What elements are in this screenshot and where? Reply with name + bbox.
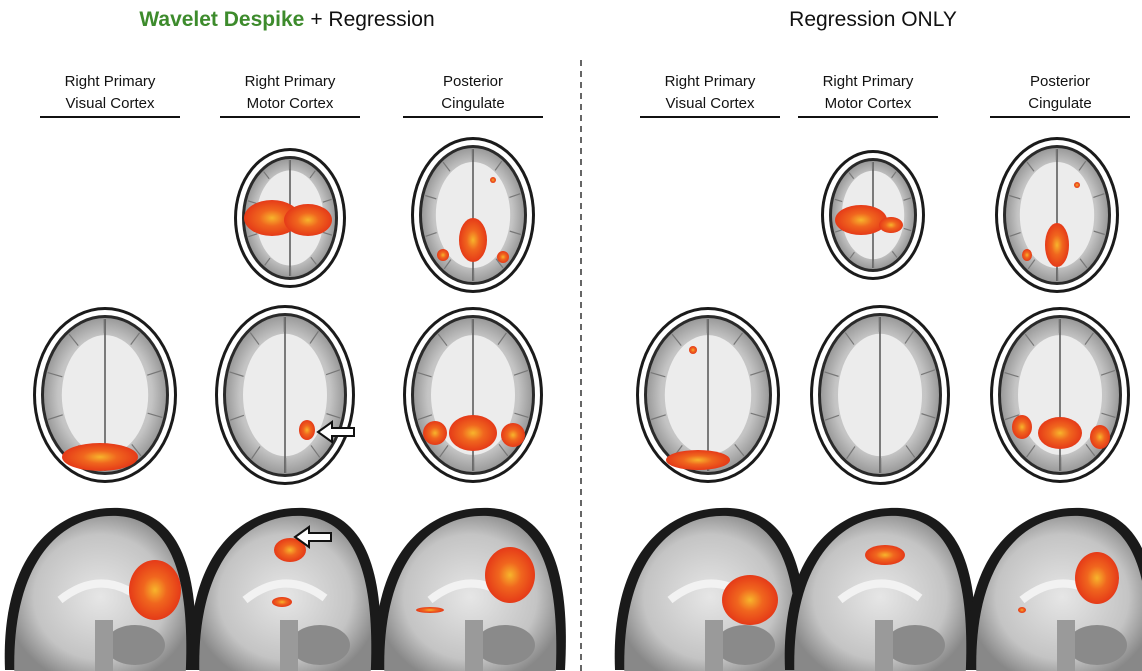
activation [459, 218, 487, 262]
activation [835, 205, 887, 235]
activation [1012, 415, 1032, 439]
column-label: Right Primary [665, 73, 756, 90]
sagittal-brain [967, 508, 1142, 671]
activation [1045, 223, 1069, 267]
panel-title: Wavelet Despike + Regression [139, 8, 434, 31]
activation [1038, 417, 1082, 449]
column-label: Right Primary [823, 73, 914, 90]
activation [497, 251, 509, 263]
axial-brain [411, 137, 535, 293]
activation [1018, 607, 1026, 613]
sagittal-brain [615, 508, 806, 671]
activation [129, 560, 181, 620]
column-label: Posterior [443, 73, 503, 90]
sagittal-brain [785, 508, 976, 671]
axial-brain [810, 305, 950, 485]
activation [722, 575, 778, 625]
cerebellum [475, 625, 535, 665]
sagittal-brain [190, 508, 381, 671]
cerebellum [1067, 625, 1127, 665]
sagittal-brain [5, 508, 196, 671]
activation [501, 423, 525, 447]
activation [879, 217, 903, 233]
brainstem [95, 620, 113, 671]
activation [689, 346, 697, 354]
cerebellum [290, 625, 350, 665]
axial-brain [636, 307, 780, 483]
column-label: Right Primary [245, 73, 336, 90]
activation [1075, 552, 1119, 604]
column-label: Motor Cortex [247, 95, 334, 112]
column-label: Visual Cortex [666, 95, 755, 112]
cerebellum [105, 625, 165, 665]
brainstem [465, 620, 483, 671]
activation [490, 177, 496, 183]
cerebellum [885, 625, 945, 665]
column-label: Posterior [1030, 73, 1090, 90]
panel-title: Regression ONLY [789, 8, 957, 31]
column-label: Cingulate [441, 95, 504, 112]
title-highlight: Wavelet Despike [139, 8, 304, 31]
column-label: Visual Cortex [66, 95, 155, 112]
activation [272, 597, 292, 607]
activation [1090, 425, 1110, 449]
column-label: Motor Cortex [825, 95, 912, 112]
axial-brain [234, 148, 346, 288]
activation [1022, 249, 1032, 261]
figure: Wavelet Despike + Regression Regression O… [0, 0, 1142, 671]
activation [437, 249, 449, 261]
brain-images [5, 137, 1142, 671]
brainstem [705, 620, 723, 671]
sagittal-brain [375, 508, 566, 671]
column-label: Cingulate [1028, 95, 1091, 112]
column-label: Right Primary [65, 73, 156, 90]
axial-brain [995, 137, 1119, 293]
brainstem [875, 620, 893, 671]
brainstem [1057, 620, 1075, 671]
axial-brain [215, 305, 355, 485]
axial-brain [990, 307, 1130, 483]
activation [865, 545, 905, 565]
activation [1074, 182, 1080, 188]
brainstem [280, 620, 298, 671]
activation [449, 415, 497, 451]
axial-brain [821, 150, 925, 280]
axial-brain [403, 307, 543, 483]
axial-brain [33, 307, 177, 483]
activation [485, 547, 535, 603]
activation [62, 443, 138, 471]
activation [299, 420, 315, 440]
activation [666, 450, 730, 470]
title-rest: + Regression [310, 8, 434, 31]
activation [284, 204, 332, 236]
activation [416, 607, 444, 613]
cerebellum [715, 625, 775, 665]
activation [423, 421, 447, 445]
